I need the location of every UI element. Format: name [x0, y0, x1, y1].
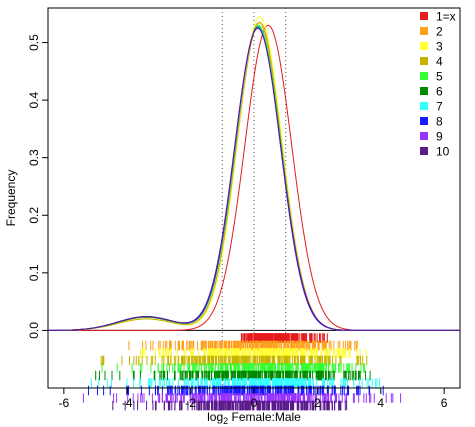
- y-tick-label: 0.3: [27, 149, 41, 166]
- legend-swatch-7: [420, 102, 428, 110]
- legend-swatch-6: [420, 87, 428, 95]
- x-tick-label: 6: [441, 396, 448, 410]
- y-tick-label: 0.4: [27, 91, 41, 108]
- y-tick-label: 0.5: [27, 34, 41, 51]
- legend-swatch-8: [420, 117, 428, 125]
- x-tick-label: -6: [59, 396, 70, 410]
- legend-label-5: 5: [436, 70, 443, 84]
- plot-area: [47, 7, 461, 411]
- legend-label-8: 8: [436, 115, 443, 129]
- rug-marks: [82, 333, 402, 411]
- x-axis: -6 -4 -2 0 2 4 6: [59, 387, 448, 410]
- legend-label-3: 3: [436, 40, 443, 54]
- x-axis-title-rest: Female:Male: [228, 410, 301, 424]
- legend-label-9: 9: [436, 130, 443, 144]
- legend-label-2: 2: [436, 25, 443, 39]
- legend-swatch-4: [420, 57, 428, 65]
- legend-swatch-9: [420, 132, 428, 140]
- y-axis: 0.0 0.1 0.2 0.3 0.4 0.5: [27, 34, 49, 339]
- reference-lines: [221, 8, 287, 388]
- density-curve-3: [48, 16, 460, 331]
- x-tick-label: 2: [314, 396, 321, 410]
- rug-row-10: [112, 400, 348, 411]
- x-tick-label: -4: [122, 396, 133, 410]
- x-axis-title-subscript: 2: [223, 416, 228, 426]
- legend-swatch-5: [420, 72, 428, 80]
- x-axis-title-base: log: [207, 410, 223, 424]
- x-tick-label: 0: [251, 396, 258, 410]
- x-tick-label: -2: [185, 396, 196, 410]
- x-axis-title: log2 Female:Male: [207, 410, 301, 426]
- legend-label-4: 4: [436, 55, 443, 69]
- legend-label-1=x: 1=x: [436, 10, 456, 24]
- legend-label-10: 10: [436, 145, 450, 159]
- density-curves: [47, 16, 460, 331]
- legend-swatch-1=x: [420, 12, 428, 20]
- y-tick-label: 0.2: [27, 207, 41, 224]
- legend-label-6: 6: [436, 85, 443, 99]
- legend-swatch-2: [420, 27, 428, 35]
- y-tick-label: 0.1: [27, 264, 41, 281]
- y-axis-title: Frequency: [4, 170, 18, 227]
- x-tick-label: 4: [377, 396, 384, 410]
- legend-swatch-10: [420, 147, 428, 155]
- y-tick-label: 0.0: [27, 322, 41, 339]
- density-curve-8: [47, 27, 460, 331]
- density-curve-10: [47, 27, 460, 331]
- legend-swatch-3: [420, 42, 428, 50]
- legend-label-7: 7: [436, 100, 443, 114]
